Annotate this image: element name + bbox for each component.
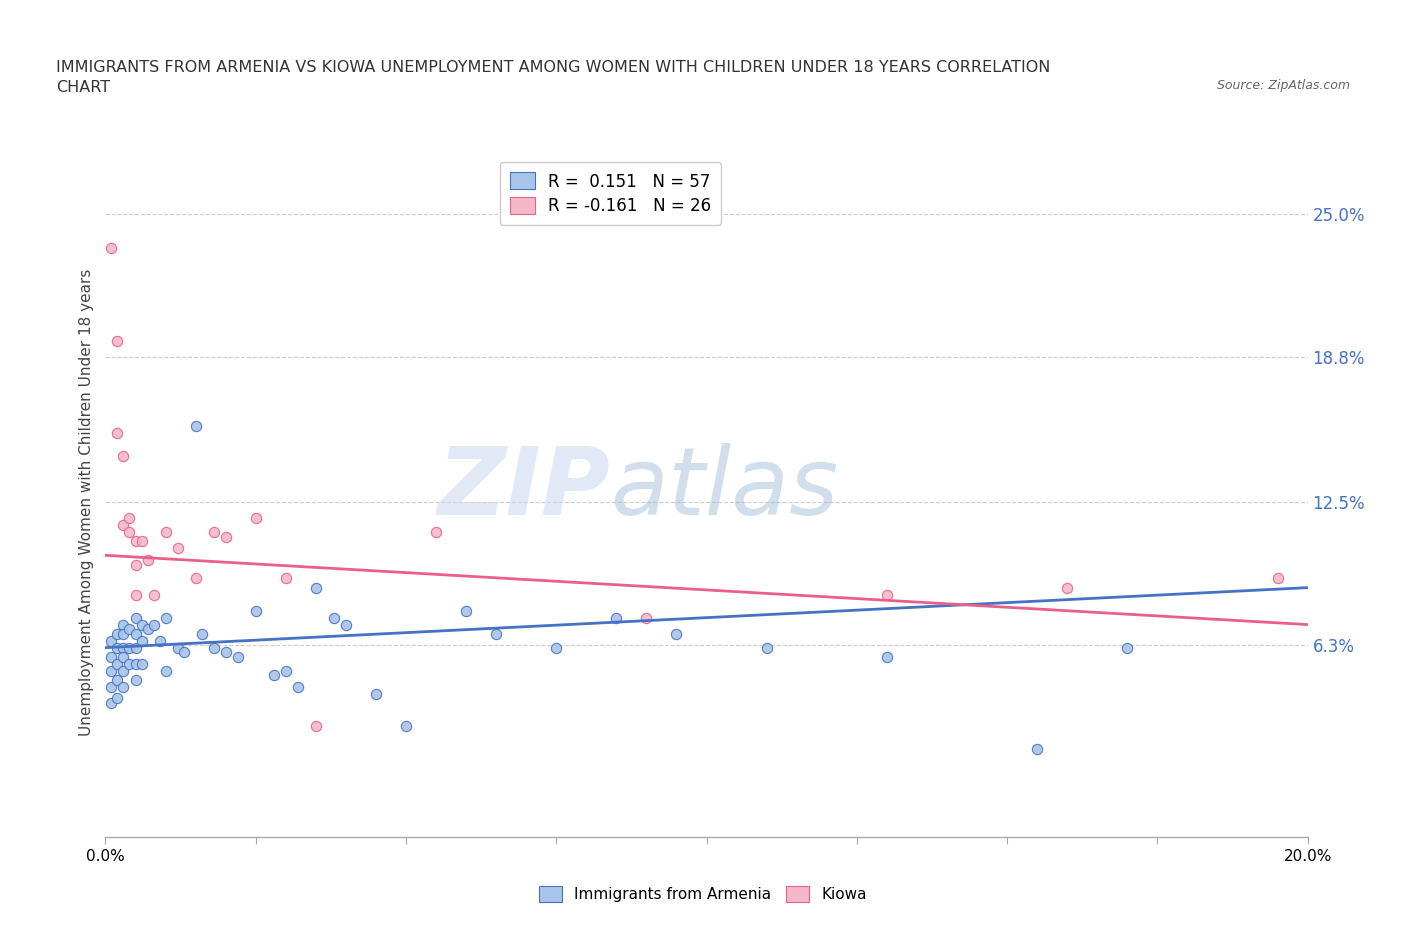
Point	[1116, 640, 1139, 655]
Point	[100, 633, 122, 648]
Point	[107, 672, 129, 687]
Point	[876, 649, 898, 664]
Point	[124, 672, 146, 687]
Legend: R =  0.151   N = 57, R = -0.161   N = 26: R = 0.151 N = 57, R = -0.161 N = 26	[499, 163, 721, 225]
Point	[124, 627, 146, 642]
Point	[131, 534, 153, 549]
Point	[107, 333, 129, 348]
Point	[112, 618, 135, 632]
Point	[364, 686, 387, 701]
Point	[274, 663, 297, 678]
Point	[118, 525, 141, 539]
Legend: Immigrants from Armenia, Kiowa: Immigrants from Armenia, Kiowa	[533, 880, 873, 909]
Point	[107, 691, 129, 706]
Point	[131, 618, 153, 632]
Point	[214, 644, 236, 659]
Point	[755, 640, 778, 655]
Point	[202, 640, 225, 655]
Point	[118, 640, 141, 655]
Point	[155, 663, 177, 678]
Point	[173, 644, 195, 659]
Point	[335, 618, 357, 632]
Point	[202, 525, 225, 539]
Point	[107, 640, 129, 655]
Point	[136, 622, 159, 637]
Point	[166, 640, 188, 655]
Point	[112, 518, 135, 533]
Point	[605, 610, 627, 625]
Point	[124, 534, 146, 549]
Point	[184, 418, 207, 433]
Point	[1267, 571, 1289, 586]
Point	[131, 657, 153, 671]
Point	[131, 633, 153, 648]
Point	[107, 426, 129, 441]
Point	[112, 448, 135, 463]
Point	[1056, 580, 1078, 595]
Point	[485, 627, 508, 642]
Point	[226, 649, 249, 664]
Point	[118, 657, 141, 671]
Point	[636, 610, 658, 625]
Point	[100, 696, 122, 711]
Point	[155, 610, 177, 625]
Point	[112, 640, 135, 655]
Point	[395, 719, 418, 734]
Point	[100, 241, 122, 256]
Point	[425, 525, 447, 539]
Point	[112, 680, 135, 695]
Point	[107, 657, 129, 671]
Point	[214, 529, 236, 544]
Point	[454, 604, 477, 618]
Text: atlas: atlas	[610, 444, 838, 535]
Point	[124, 610, 146, 625]
Point	[184, 571, 207, 586]
Point	[100, 680, 122, 695]
Point	[190, 627, 212, 642]
Point	[124, 657, 146, 671]
Point	[876, 587, 898, 602]
Point	[112, 663, 135, 678]
Point	[142, 587, 165, 602]
Point	[100, 663, 122, 678]
Point	[546, 640, 568, 655]
Y-axis label: Unemployment Among Women with Children Under 18 years: Unemployment Among Women with Children U…	[79, 269, 94, 736]
Point	[305, 719, 328, 734]
Point	[107, 627, 129, 642]
Point	[322, 610, 344, 625]
Text: Source: ZipAtlas.com: Source: ZipAtlas.com	[1216, 79, 1350, 92]
Point	[305, 580, 328, 595]
Point	[124, 557, 146, 572]
Point	[100, 649, 122, 664]
Point	[274, 571, 297, 586]
Point	[166, 541, 188, 556]
Point	[112, 627, 135, 642]
Point	[665, 627, 688, 642]
Point	[1026, 742, 1049, 757]
Point	[118, 622, 141, 637]
Point	[124, 587, 146, 602]
Point	[245, 604, 267, 618]
Point	[245, 511, 267, 525]
Point	[263, 668, 285, 683]
Point	[155, 525, 177, 539]
Point	[148, 633, 170, 648]
Point	[287, 680, 309, 695]
Text: ZIP: ZIP	[437, 443, 610, 535]
Point	[142, 618, 165, 632]
Point	[118, 511, 141, 525]
Point	[124, 640, 146, 655]
Point	[112, 649, 135, 664]
Point	[136, 552, 159, 567]
Text: IMMIGRANTS FROM ARMENIA VS KIOWA UNEMPLOYMENT AMONG WOMEN WITH CHILDREN UNDER 18: IMMIGRANTS FROM ARMENIA VS KIOWA UNEMPLO…	[56, 60, 1050, 95]
